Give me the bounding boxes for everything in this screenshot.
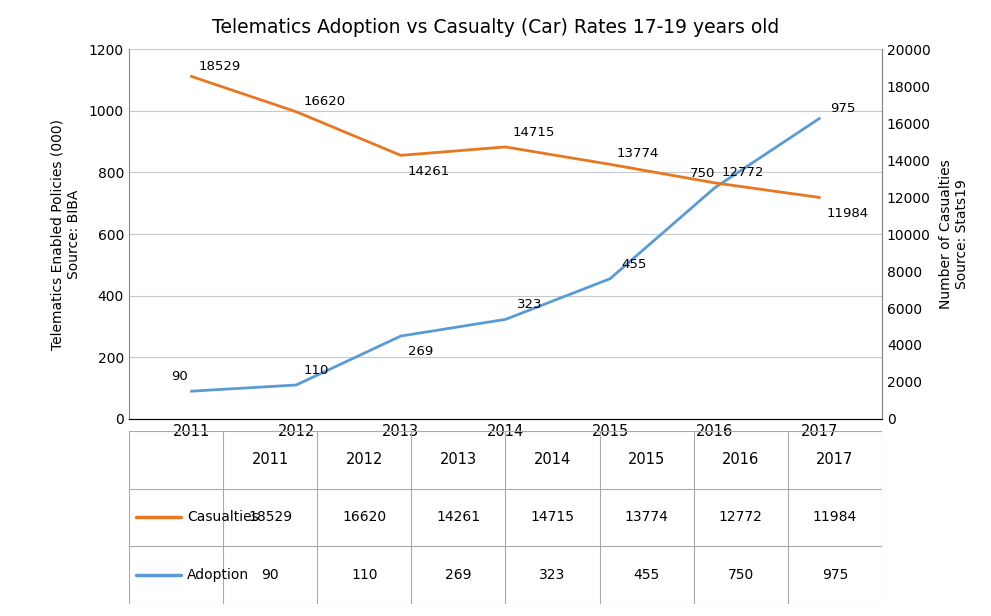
Text: 11984: 11984 [813,511,857,524]
Text: 14261: 14261 [407,165,450,178]
Text: 13774: 13774 [624,511,669,524]
Text: 90: 90 [170,370,187,383]
Text: 750: 750 [690,167,715,180]
Text: 18529: 18529 [248,511,292,524]
Text: 2014: 2014 [534,452,571,468]
Text: 2016: 2016 [722,452,759,468]
Text: 16620: 16620 [342,511,386,524]
Text: 2013: 2013 [440,452,477,468]
Text: Casualties: Casualties [187,511,259,524]
Text: 13774: 13774 [617,147,659,160]
Text: 750: 750 [727,568,754,582]
Text: Adoption: Adoption [187,568,250,582]
Text: 975: 975 [830,102,855,115]
Text: 323: 323 [539,568,566,582]
Text: 110: 110 [303,364,329,377]
Text: 2015: 2015 [628,452,665,468]
Text: 455: 455 [633,568,660,582]
Y-axis label: Telematics Enabled Policies (000)
Source: BIBA: Telematics Enabled Policies (000) Source… [51,118,80,350]
Text: 16620: 16620 [303,95,345,108]
Text: 14715: 14715 [512,126,555,139]
Text: 975: 975 [822,568,848,582]
Text: 18529: 18529 [198,60,241,73]
Text: 14715: 14715 [530,511,575,524]
Text: 269: 269 [407,346,433,359]
Text: 2011: 2011 [252,452,288,468]
Text: 110: 110 [351,568,378,582]
Text: 2012: 2012 [346,452,383,468]
Text: 323: 323 [516,298,542,311]
Text: 2017: 2017 [817,452,853,468]
Text: 90: 90 [262,568,278,582]
Text: 11984: 11984 [826,207,868,220]
Text: 12772: 12772 [721,166,764,179]
Text: Telematics Adoption vs Casualty (Car) Rates 17-19 years old: Telematics Adoption vs Casualty (Car) Ra… [212,18,779,38]
Text: 14261: 14261 [436,511,481,524]
Text: 12772: 12772 [718,511,763,524]
Text: 455: 455 [621,257,646,270]
Text: 269: 269 [445,568,472,582]
Y-axis label: Number of Casualties
Source: Stats19: Number of Casualties Source: Stats19 [939,159,969,309]
